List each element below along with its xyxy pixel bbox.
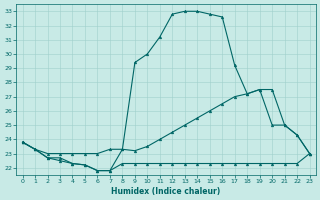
X-axis label: Humidex (Indice chaleur): Humidex (Indice chaleur) (111, 187, 221, 196)
